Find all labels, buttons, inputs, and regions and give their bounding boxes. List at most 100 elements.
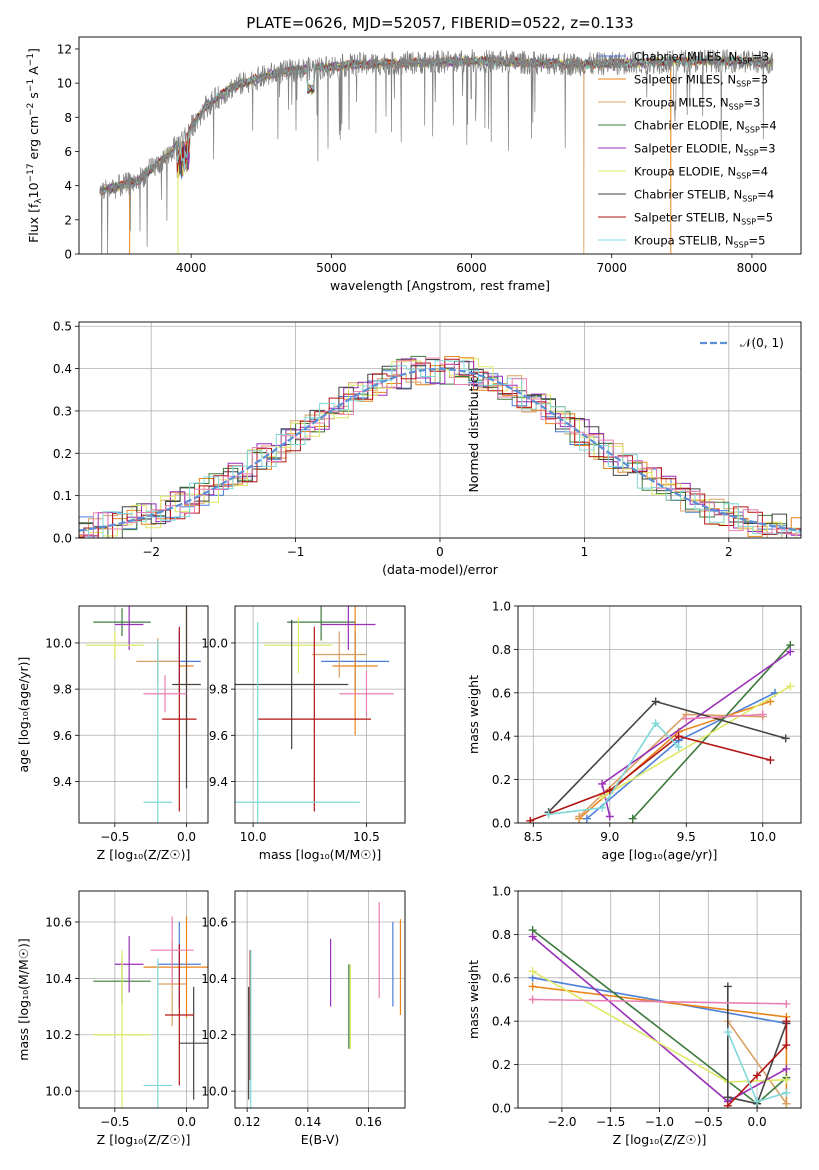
legend-sub: SSP — [734, 241, 749, 250]
x-tick-label: 2 — [725, 545, 733, 559]
legend-sub: SSP — [736, 172, 751, 181]
plot-area-spectrum — [99, 49, 774, 254]
y-tick-label: 0.0 — [492, 817, 511, 831]
legend-label: 𝒩(0, 1) — [740, 336, 784, 350]
point-marker — [786, 682, 795, 691]
y-axis-label-part: A — [26, 66, 41, 79]
y-axis-label-part: Flux [f — [26, 203, 41, 243]
legend-sub: SSP — [736, 80, 751, 89]
y-tick-label: 9.4 — [53, 775, 72, 789]
point-marker — [674, 732, 683, 741]
legend-label: Salpeter ELODIE, NSSP=3 — [634, 142, 776, 158]
errorbar-kroupa-stelib — [143, 640, 173, 823]
errorbar-kroupa-miles — [312, 631, 367, 678]
y-axis-label-part: −17 — [26, 163, 36, 182]
legend-value: =4 — [760, 119, 777, 133]
point-marker — [605, 812, 614, 821]
series-line — [727, 1021, 788, 1107]
errorbar-salpeter-stelib — [162, 626, 197, 812]
x-tick-label: 6000 — [456, 261, 487, 275]
point-marker — [723, 1093, 732, 1102]
y-tick-label: 10.2 — [45, 1028, 72, 1042]
y-tick-label: 10.0 — [201, 1085, 228, 1099]
point-marker — [674, 743, 683, 752]
point-marker — [598, 803, 607, 812]
plot-area-age_vs_Z — [86, 606, 201, 823]
x-tick-label: −0.5 — [100, 1115, 129, 1129]
legend-sub: SSP — [744, 149, 759, 158]
point-marker — [782, 1064, 791, 1073]
x-tick-label: 10.0 — [240, 830, 267, 844]
y-tick-label: 0.8 — [492, 643, 511, 657]
errorbar-chabrier-stelib — [179, 986, 208, 1100]
errorbar-chabrier-stelib — [172, 606, 201, 789]
x-tick-label: −1 — [287, 545, 305, 559]
legend-label: Chabrier MILES, NSSP=3 — [634, 50, 769, 66]
series-pink — [528, 995, 791, 1008]
y-tick-label: 0.8 — [492, 928, 511, 942]
x-axis-label: age [log₁₀(age/yr)] — [602, 847, 718, 862]
plot-area-residuals — [79, 355, 801, 538]
y-tick-label: 12 — [57, 42, 72, 56]
series-line — [548, 721, 680, 816]
x-tick-label: 9.5 — [677, 830, 696, 844]
axes-frame — [78, 321, 802, 539]
y-tick-label: 2 — [64, 213, 72, 227]
panel-mass_vs_Z: −0.5 0.0 10.0 10.2 10.4 10.6 Z [log₁₀(Z/Z☉)] ma… — [16, 890, 209, 1147]
y-tick-label: 0 — [64, 248, 72, 262]
y-tick-label: 10.6 — [45, 916, 72, 930]
legend-label: Kroupa ELODIE, NSSP=4 — [634, 165, 768, 181]
legend-sub: SSP — [745, 126, 760, 135]
x-tick-label: −1.5 — [596, 1115, 625, 1129]
x-tick-label: 0.14 — [294, 1115, 321, 1129]
x-tick-label: 8.5 — [524, 830, 543, 844]
y-tick-label: 0.0 — [492, 1102, 511, 1116]
y-tick-label: 0.3 — [53, 404, 72, 418]
panel-massweight_vs_Z: −2.0 −1.5 −1.0 −0.5 0.0 0.0 0.2 0.4 0.6 0.8 1.0 Z [… — [466, 885, 802, 1147]
y-axis-label-part: erg cm — [26, 116, 41, 164]
y-tick-label: 10.2 — [201, 1028, 228, 1042]
plot-area-massweight_vs_Z — [528, 926, 791, 1108]
point-marker — [528, 982, 537, 991]
series-salpeter-stelib — [526, 732, 775, 823]
axes-frame — [78, 36, 802, 255]
x-tick-label: 0.12 — [234, 1115, 261, 1129]
legend-sub: SSP — [729, 103, 744, 112]
normal-curve — [79, 367, 801, 532]
axes-frame — [234, 605, 406, 824]
x-tick-label: 10.5 — [353, 830, 380, 844]
legend-label: Salpeter MILES, NSSP=3 — [634, 73, 768, 89]
y-tick-label: 10.0 — [45, 636, 72, 650]
legend-sub: SSP — [737, 57, 752, 66]
x-tick-label: 10.0 — [749, 830, 776, 844]
histogram-kroupa-stelib — [79, 360, 801, 538]
series-pink — [682, 710, 767, 723]
y-tick-label: 0.0 — [53, 532, 72, 546]
y-axis-label-part: −2 — [26, 103, 36, 116]
x-tick-label: −1.0 — [645, 1115, 674, 1129]
legend-value: =3 — [744, 96, 761, 110]
errorbar-salpeter-elodie — [114, 606, 144, 650]
legend-label: Kroupa MILES, NSSP=3 — [634, 96, 760, 112]
y-tick-label: 1.0 — [492, 885, 511, 899]
y-axis-label: Normed distribution — [466, 368, 481, 493]
point-marker — [651, 697, 660, 706]
x-axis-label: wavelength [Angstrom, rest frame] — [330, 278, 550, 293]
errorbar-chabrier-elodie — [287, 606, 356, 641]
errorbar-kroupa-stelib — [235, 622, 360, 823]
y-axis-label-part: λ — [34, 198, 44, 204]
y-axis-label-part: −1 — [26, 53, 36, 66]
y-tick-label: 10.4 — [201, 972, 228, 986]
y-tick-label: 0.1 — [53, 489, 72, 503]
point-marker — [758, 710, 767, 719]
series-line — [548, 700, 786, 813]
point-marker — [598, 792, 607, 801]
x-axis-label: Z [log₁₀(Z/Z☉)] — [613, 1132, 707, 1147]
observed-spectrum-line — [99, 49, 774, 254]
legend-value: =5 — [756, 211, 773, 225]
y-tick-label: 0.6 — [492, 686, 511, 700]
x-tick-label: −0.5 — [100, 830, 129, 844]
y-tick-label: 10.0 — [45, 1085, 72, 1099]
axes-frame — [234, 890, 406, 1109]
plot-area-age_vs_mass — [235, 606, 394, 823]
